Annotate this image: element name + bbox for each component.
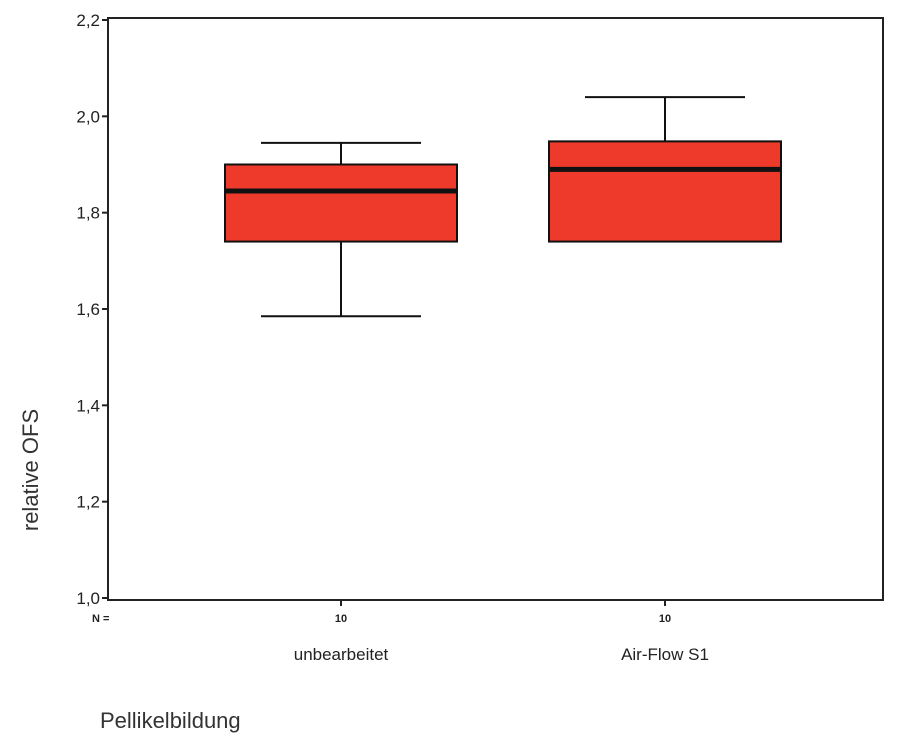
y-tick-label: 1,8 — [76, 204, 100, 223]
y-axis-title: relative OFS — [18, 409, 43, 531]
iqr-box — [548, 140, 782, 243]
n-label: N = — [92, 613, 109, 625]
y-axis: 1,0 1,2 1,4 1,6 1,8 2,0 2,2 — [76, 11, 108, 608]
y-tick-label: 1,0 — [76, 589, 100, 608]
y-tick-label: 1,6 — [76, 300, 100, 319]
n-count: 10 — [659, 613, 671, 625]
iqr-box — [224, 163, 458, 243]
y-tick-label: 2,2 — [76, 11, 100, 30]
x-category-label: unbearbeitet — [294, 645, 389, 664]
boxes — [224, 96, 782, 318]
y-tick-label: 2,0 — [76, 107, 100, 126]
x-axis-title: Pellikelbildung — [100, 708, 241, 733]
x-category-label: Air-Flow S1 — [621, 645, 709, 664]
x-axis: 10 unbearbeitet 10 Air-Flow S1 — [294, 600, 709, 664]
n-count: 10 — [335, 613, 347, 625]
y-tick-label: 1,4 — [76, 396, 100, 415]
plot-area — [107, 17, 884, 601]
y-tick-label: 1,2 — [76, 493, 100, 512]
